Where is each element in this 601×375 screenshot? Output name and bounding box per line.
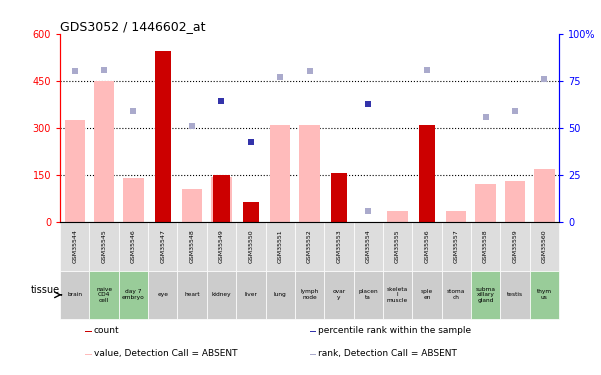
Text: lung: lung xyxy=(274,292,287,297)
Bar xyxy=(236,222,266,271)
Bar xyxy=(295,222,324,271)
Bar xyxy=(500,271,529,319)
Bar xyxy=(60,222,90,271)
Bar xyxy=(266,222,295,271)
Text: value, Detection Call = ABSENT: value, Detection Call = ABSENT xyxy=(94,350,237,358)
Bar xyxy=(90,271,119,319)
Bar xyxy=(412,271,442,319)
Text: GSM35559: GSM35559 xyxy=(513,230,517,263)
Bar xyxy=(85,331,91,332)
Bar xyxy=(534,169,555,222)
Text: GSM35554: GSM35554 xyxy=(365,230,371,263)
Text: GSM35558: GSM35558 xyxy=(483,230,488,263)
Text: GSM35553: GSM35553 xyxy=(337,230,341,263)
Bar xyxy=(353,222,383,271)
Bar xyxy=(94,81,114,222)
Bar xyxy=(123,178,144,222)
Bar xyxy=(64,120,85,222)
Bar xyxy=(182,189,203,222)
Bar xyxy=(419,125,435,222)
Bar xyxy=(353,271,383,319)
Text: naive
CD4
cell: naive CD4 cell xyxy=(96,286,112,303)
Text: sple
en: sple en xyxy=(421,290,433,300)
Text: GSM35551: GSM35551 xyxy=(278,230,282,263)
Text: eye: eye xyxy=(157,292,168,297)
Text: GSM35548: GSM35548 xyxy=(190,230,195,263)
Bar xyxy=(387,211,408,222)
Text: rank, Detection Call = ABSENT: rank, Detection Call = ABSENT xyxy=(319,350,457,358)
Bar xyxy=(529,271,559,319)
Bar xyxy=(270,125,290,222)
Text: GDS3052 / 1446602_at: GDS3052 / 1446602_at xyxy=(60,20,206,33)
Text: skeleta
l
muscle: skeleta l muscle xyxy=(387,286,408,303)
Bar xyxy=(90,222,119,271)
Bar xyxy=(471,271,500,319)
Text: testis: testis xyxy=(507,292,523,297)
Bar xyxy=(211,177,232,222)
Text: GSM35555: GSM35555 xyxy=(395,230,400,263)
Text: GSM35556: GSM35556 xyxy=(424,230,429,263)
Bar xyxy=(446,211,466,222)
Bar xyxy=(310,354,316,355)
Text: GSM35546: GSM35546 xyxy=(131,230,136,263)
Text: GSM35547: GSM35547 xyxy=(160,230,165,263)
Text: liver: liver xyxy=(245,292,257,297)
Text: GSM35552: GSM35552 xyxy=(307,230,312,263)
Text: brain: brain xyxy=(67,292,82,297)
Text: lymph
node: lymph node xyxy=(300,290,319,300)
Bar xyxy=(471,222,500,271)
Bar xyxy=(442,271,471,319)
Bar xyxy=(119,222,148,271)
Bar xyxy=(529,222,559,271)
Text: count: count xyxy=(94,326,120,335)
Text: GSM35557: GSM35557 xyxy=(454,230,459,263)
Bar xyxy=(475,184,496,222)
Bar xyxy=(243,202,259,222)
Bar xyxy=(236,271,266,319)
Bar xyxy=(207,271,236,319)
Bar xyxy=(60,271,90,319)
Bar xyxy=(299,125,320,222)
Bar xyxy=(295,271,324,319)
Text: day 7
embryо: day 7 embryо xyxy=(122,290,145,300)
Text: placen
ta: placen ta xyxy=(358,290,378,300)
Bar xyxy=(383,222,412,271)
Bar xyxy=(383,271,412,319)
Bar xyxy=(331,174,347,222)
Text: tissue: tissue xyxy=(31,285,60,295)
Text: GSM35545: GSM35545 xyxy=(102,230,106,263)
Text: stoma
ch: stoma ch xyxy=(447,290,465,300)
Bar xyxy=(266,271,295,319)
Text: thym
us: thym us xyxy=(537,290,552,300)
Bar xyxy=(412,222,442,271)
Bar xyxy=(85,354,91,355)
Text: subma
xillary
gland: subma xillary gland xyxy=(475,286,496,303)
Bar xyxy=(148,271,177,319)
Bar xyxy=(154,51,171,222)
Text: GSM35550: GSM35550 xyxy=(248,230,254,263)
Bar xyxy=(324,222,353,271)
Text: percentile rank within the sample: percentile rank within the sample xyxy=(319,326,471,335)
Bar xyxy=(442,222,471,271)
Bar xyxy=(207,222,236,271)
Bar xyxy=(177,271,207,319)
Text: GSM35560: GSM35560 xyxy=(542,230,547,263)
Bar xyxy=(148,222,177,271)
Text: heart: heart xyxy=(185,292,200,297)
Bar xyxy=(119,271,148,319)
Text: GSM35549: GSM35549 xyxy=(219,230,224,263)
Bar xyxy=(310,331,316,332)
Text: kidney: kidney xyxy=(212,292,231,297)
Bar xyxy=(505,182,525,222)
Bar xyxy=(177,222,207,271)
Bar xyxy=(213,175,230,222)
Bar xyxy=(500,222,529,271)
Text: ovar
y: ovar y xyxy=(332,290,346,300)
Bar xyxy=(324,271,353,319)
Text: GSM35544: GSM35544 xyxy=(72,230,78,263)
